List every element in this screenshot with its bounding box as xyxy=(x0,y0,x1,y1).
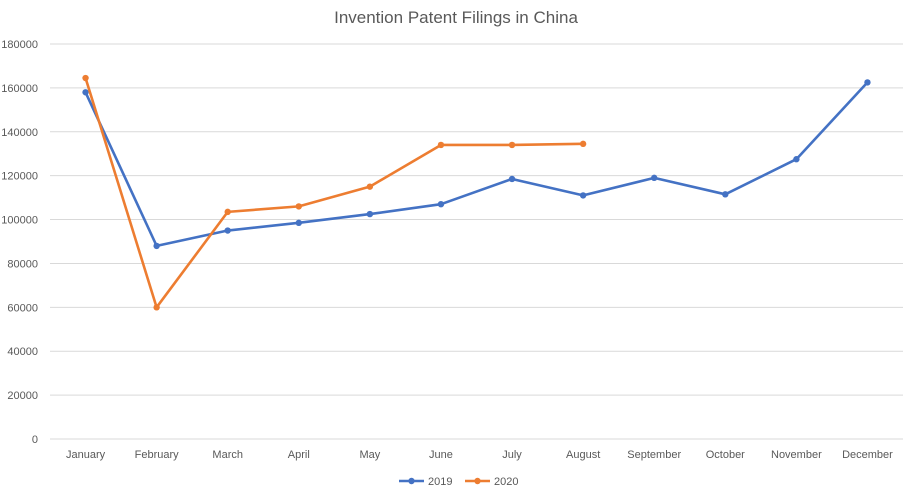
data-point xyxy=(579,192,587,199)
legend: 2019 2020 xyxy=(399,476,518,488)
legend-label: 2020 xyxy=(494,476,518,488)
y-tick-label: 20000 xyxy=(7,390,38,402)
x-tick-label: August xyxy=(566,449,600,461)
x-tick-label: September xyxy=(627,449,681,461)
x-tick-label: January xyxy=(66,449,106,461)
x-tick-label: July xyxy=(502,449,522,461)
x-tick-label: May xyxy=(359,449,380,461)
legend-item: 2019 xyxy=(399,476,452,488)
data-point xyxy=(508,175,516,183)
x-tick-label: April xyxy=(288,449,310,461)
legend-label: 2019 xyxy=(428,476,452,488)
x-tick-label: June xyxy=(429,449,453,461)
x-tick-label: December xyxy=(842,449,893,461)
data-point xyxy=(153,242,160,250)
data-point xyxy=(793,156,800,163)
data-point xyxy=(437,141,445,149)
y-tick-label: 100000 xyxy=(1,215,38,227)
y-tick-label: 180000 xyxy=(1,39,38,51)
y-tick-label: 0 xyxy=(32,434,38,446)
data-point xyxy=(366,183,374,190)
chart-title: Invention Patent Filings in China xyxy=(334,8,578,27)
data-point xyxy=(722,191,729,198)
y-tick-label: 80000 xyxy=(7,258,38,270)
y-axis-ticks: 0 20000 40000 60000 80000 100000 120000 140000 1… xyxy=(1,39,38,446)
gridlines xyxy=(50,43,903,440)
series-2020 xyxy=(82,74,587,311)
series-lines xyxy=(82,74,871,311)
data-point xyxy=(82,74,89,82)
data-point xyxy=(153,304,160,311)
y-tick-label: 140000 xyxy=(1,127,38,139)
data-point xyxy=(295,203,302,210)
y-tick-label: 60000 xyxy=(7,302,38,314)
data-point xyxy=(651,174,658,182)
data-point xyxy=(508,141,516,149)
legend-item: 2020 xyxy=(465,476,518,488)
x-tick-label: November xyxy=(771,449,822,461)
series-2019 xyxy=(82,79,871,250)
x-tick-label: October xyxy=(706,449,745,461)
data-point xyxy=(437,200,445,208)
x-tick-label: February xyxy=(135,449,180,461)
y-tick-label: 160000 xyxy=(1,83,38,95)
x-axis-ticks: January February March April May June July Augu… xyxy=(66,449,893,461)
series-line xyxy=(84,76,585,309)
legend-marker xyxy=(408,477,415,485)
legend-marker xyxy=(474,477,481,485)
x-tick-label: March xyxy=(212,449,243,461)
data-point xyxy=(295,219,302,227)
data-point xyxy=(366,210,374,218)
data-point xyxy=(224,227,231,234)
data-point xyxy=(579,140,587,148)
y-tick-label: 40000 xyxy=(7,346,38,358)
data-point xyxy=(224,208,231,216)
data-point xyxy=(864,79,871,86)
series-line xyxy=(84,81,869,248)
y-tick-label: 120000 xyxy=(1,171,38,183)
data-point xyxy=(82,89,89,96)
